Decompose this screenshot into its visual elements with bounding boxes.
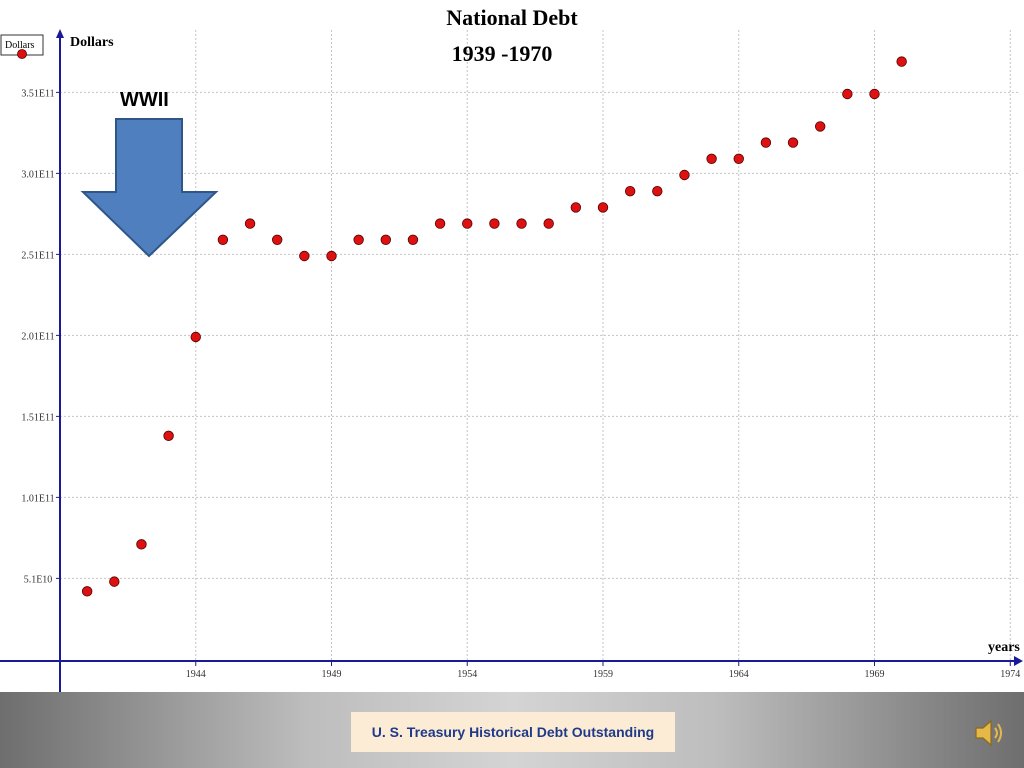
y-tick-label: 1.51E11 (21, 412, 54, 423)
x-axis-arrow-icon (1014, 656, 1023, 666)
source-caption: U. S. Treasury Historical Debt Outstandi… (351, 712, 675, 752)
y-tick-label: 3.01E11 (21, 169, 54, 180)
wwii-annotation: WWII (80, 89, 219, 258)
data-point (217, 234, 229, 246)
chart: 5.1E10 1.01E11 1.51E11 2.01E11 2.51E11 3.01E1… (0, 5, 1023, 692)
data-point (597, 202, 609, 213)
y-tick-label: 3.51E11 (21, 88, 54, 99)
data-point (190, 331, 201, 343)
data-point (109, 576, 120, 587)
data-point (815, 121, 826, 132)
y-tick-label: 5.1E10 (24, 574, 53, 585)
wwii-label: WWII (120, 89, 169, 111)
x-tick-label: 1974 (1000, 669, 1020, 680)
data-point (353, 234, 364, 246)
data-point (489, 218, 500, 229)
data-point (326, 250, 337, 262)
legend-marker (17, 49, 27, 59)
legend-label: Dollars (5, 40, 35, 51)
data-point (652, 185, 663, 197)
data-point (407, 234, 419, 246)
data-point (299, 250, 310, 262)
x-tick-label: 1944 (186, 669, 206, 680)
data-point (163, 430, 174, 442)
chart-title: National Debt (446, 5, 578, 30)
x-axis-label: years (988, 640, 1020, 655)
x-tick-label: 1969 (865, 669, 885, 680)
chart-subtitle: 1939 -1970 (452, 41, 553, 66)
x-tick-label: 1954 (457, 669, 477, 680)
data-point (81, 586, 93, 597)
x-tick-label: 1949 (322, 669, 342, 680)
data-point (760, 137, 772, 148)
data-point (434, 218, 446, 229)
down-arrow-icon (80, 118, 219, 258)
y-tick-label: 2.01E11 (21, 331, 54, 342)
data-point (244, 218, 256, 229)
speaker-icon[interactable] (972, 716, 1006, 750)
data-points (81, 56, 907, 597)
tick-labels: 5.1E10 1.01E11 1.51E11 2.01E11 2.51E11 3.01E1… (21, 88, 1020, 680)
legend: Dollars (0, 34, 44, 59)
y-axis-arrow-icon (56, 29, 64, 38)
data-point (679, 169, 690, 181)
x-tick-label: 1959 (593, 669, 613, 680)
axes (0, 29, 1023, 692)
data-point (380, 234, 392, 246)
data-point (516, 218, 527, 229)
data-point (706, 153, 717, 165)
data-point (136, 539, 147, 550)
x-tick-label: 1964 (729, 669, 749, 680)
data-point (896, 56, 907, 67)
data-point (733, 153, 744, 165)
y-axis-label: Dollars (70, 35, 114, 50)
data-point (570, 202, 582, 213)
data-point (624, 185, 636, 197)
data-point (869, 88, 880, 100)
y-tick-label: 2.51E11 (21, 250, 54, 261)
data-point (842, 88, 853, 100)
grid (60, 30, 1020, 661)
data-point (462, 218, 473, 229)
data-point (787, 137, 799, 148)
data-point (543, 218, 554, 229)
data-point (272, 234, 283, 246)
y-tick-label: 1.01E11 (21, 493, 54, 504)
